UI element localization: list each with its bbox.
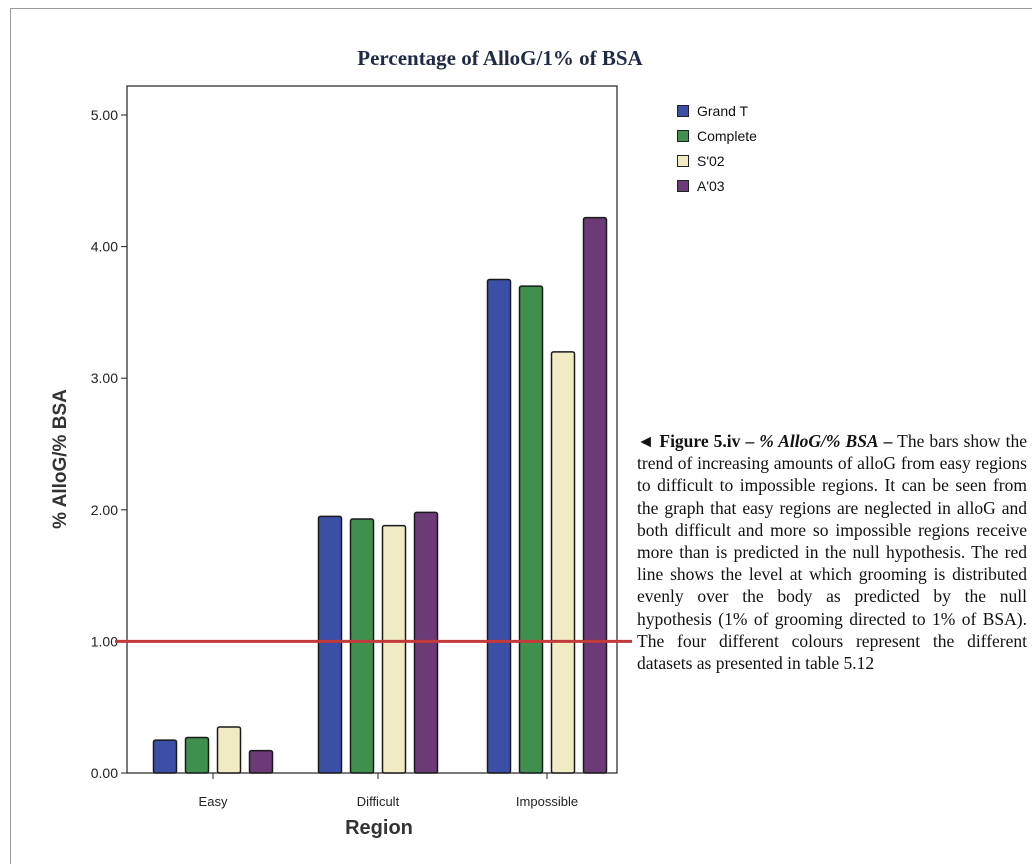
chart-legend: Grand T Complete S'02 A'03 (677, 98, 757, 198)
x-axis-title: Region (345, 817, 413, 839)
bar-s02 (216, 726, 242, 774)
legend-item: A'03 (677, 173, 757, 198)
bar-grandt (152, 739, 178, 774)
x-tick-label: Difficult (357, 794, 400, 809)
x-tick-label: Impossible (516, 794, 578, 809)
bar-complete (518, 285, 544, 774)
y-tick-label: 3.00 (91, 370, 118, 386)
y-tick-label: 5.00 (91, 107, 118, 123)
figure-caption: ◄ Figure 5.iv – % AlloG/% BSA – The bars… (637, 430, 1027, 674)
y-tick-label: 4.00 (91, 239, 118, 255)
legend-swatch (677, 154, 689, 167)
bar-complete (349, 518, 375, 774)
legend-label: Complete (697, 127, 757, 144)
bar-s02 (381, 524, 407, 774)
bar-grandt (317, 515, 343, 774)
caption-body: The bars show the trend of increasing am… (637, 431, 1028, 674)
legend-item: Grand T (677, 98, 757, 123)
chart-title: Percentage of AlloG/1% of BSA (357, 46, 643, 70)
bar-complete (184, 736, 210, 774)
x-tick-label: Easy (199, 794, 228, 809)
caption-figure-title: % AlloG/% BSA (754, 431, 879, 451)
legend-label: S'02 (697, 152, 725, 169)
legend-swatch (677, 179, 689, 192)
y-axis-title: % AlloG/% BSA (50, 389, 71, 529)
caption-dash: – (878, 431, 893, 451)
caption-figure-label: ◄ Figure 5.iv – (637, 431, 755, 451)
legend-swatch (677, 129, 689, 142)
chart-plot: 0.00 1.00 2.00 3.00 4.00 5.00 Easy Difficult Imp… (91, 85, 632, 809)
y-tick-label: 1.00 (91, 633, 118, 649)
bar-a03 (582, 216, 608, 774)
legend-label: A'03 (697, 177, 725, 194)
legend-label: Grand T (697, 102, 749, 119)
legend-item: S'02 (677, 148, 757, 173)
bar-grandt (486, 278, 512, 774)
legend-item: Complete (677, 123, 757, 148)
figure-frame (10, 8, 1032, 864)
y-tick-label: 2.00 (91, 502, 118, 518)
bar-a03 (248, 749, 274, 774)
y-tick-label: 0.00 (91, 765, 118, 781)
bar-s02 (550, 351, 576, 774)
legend-swatch (677, 104, 689, 117)
